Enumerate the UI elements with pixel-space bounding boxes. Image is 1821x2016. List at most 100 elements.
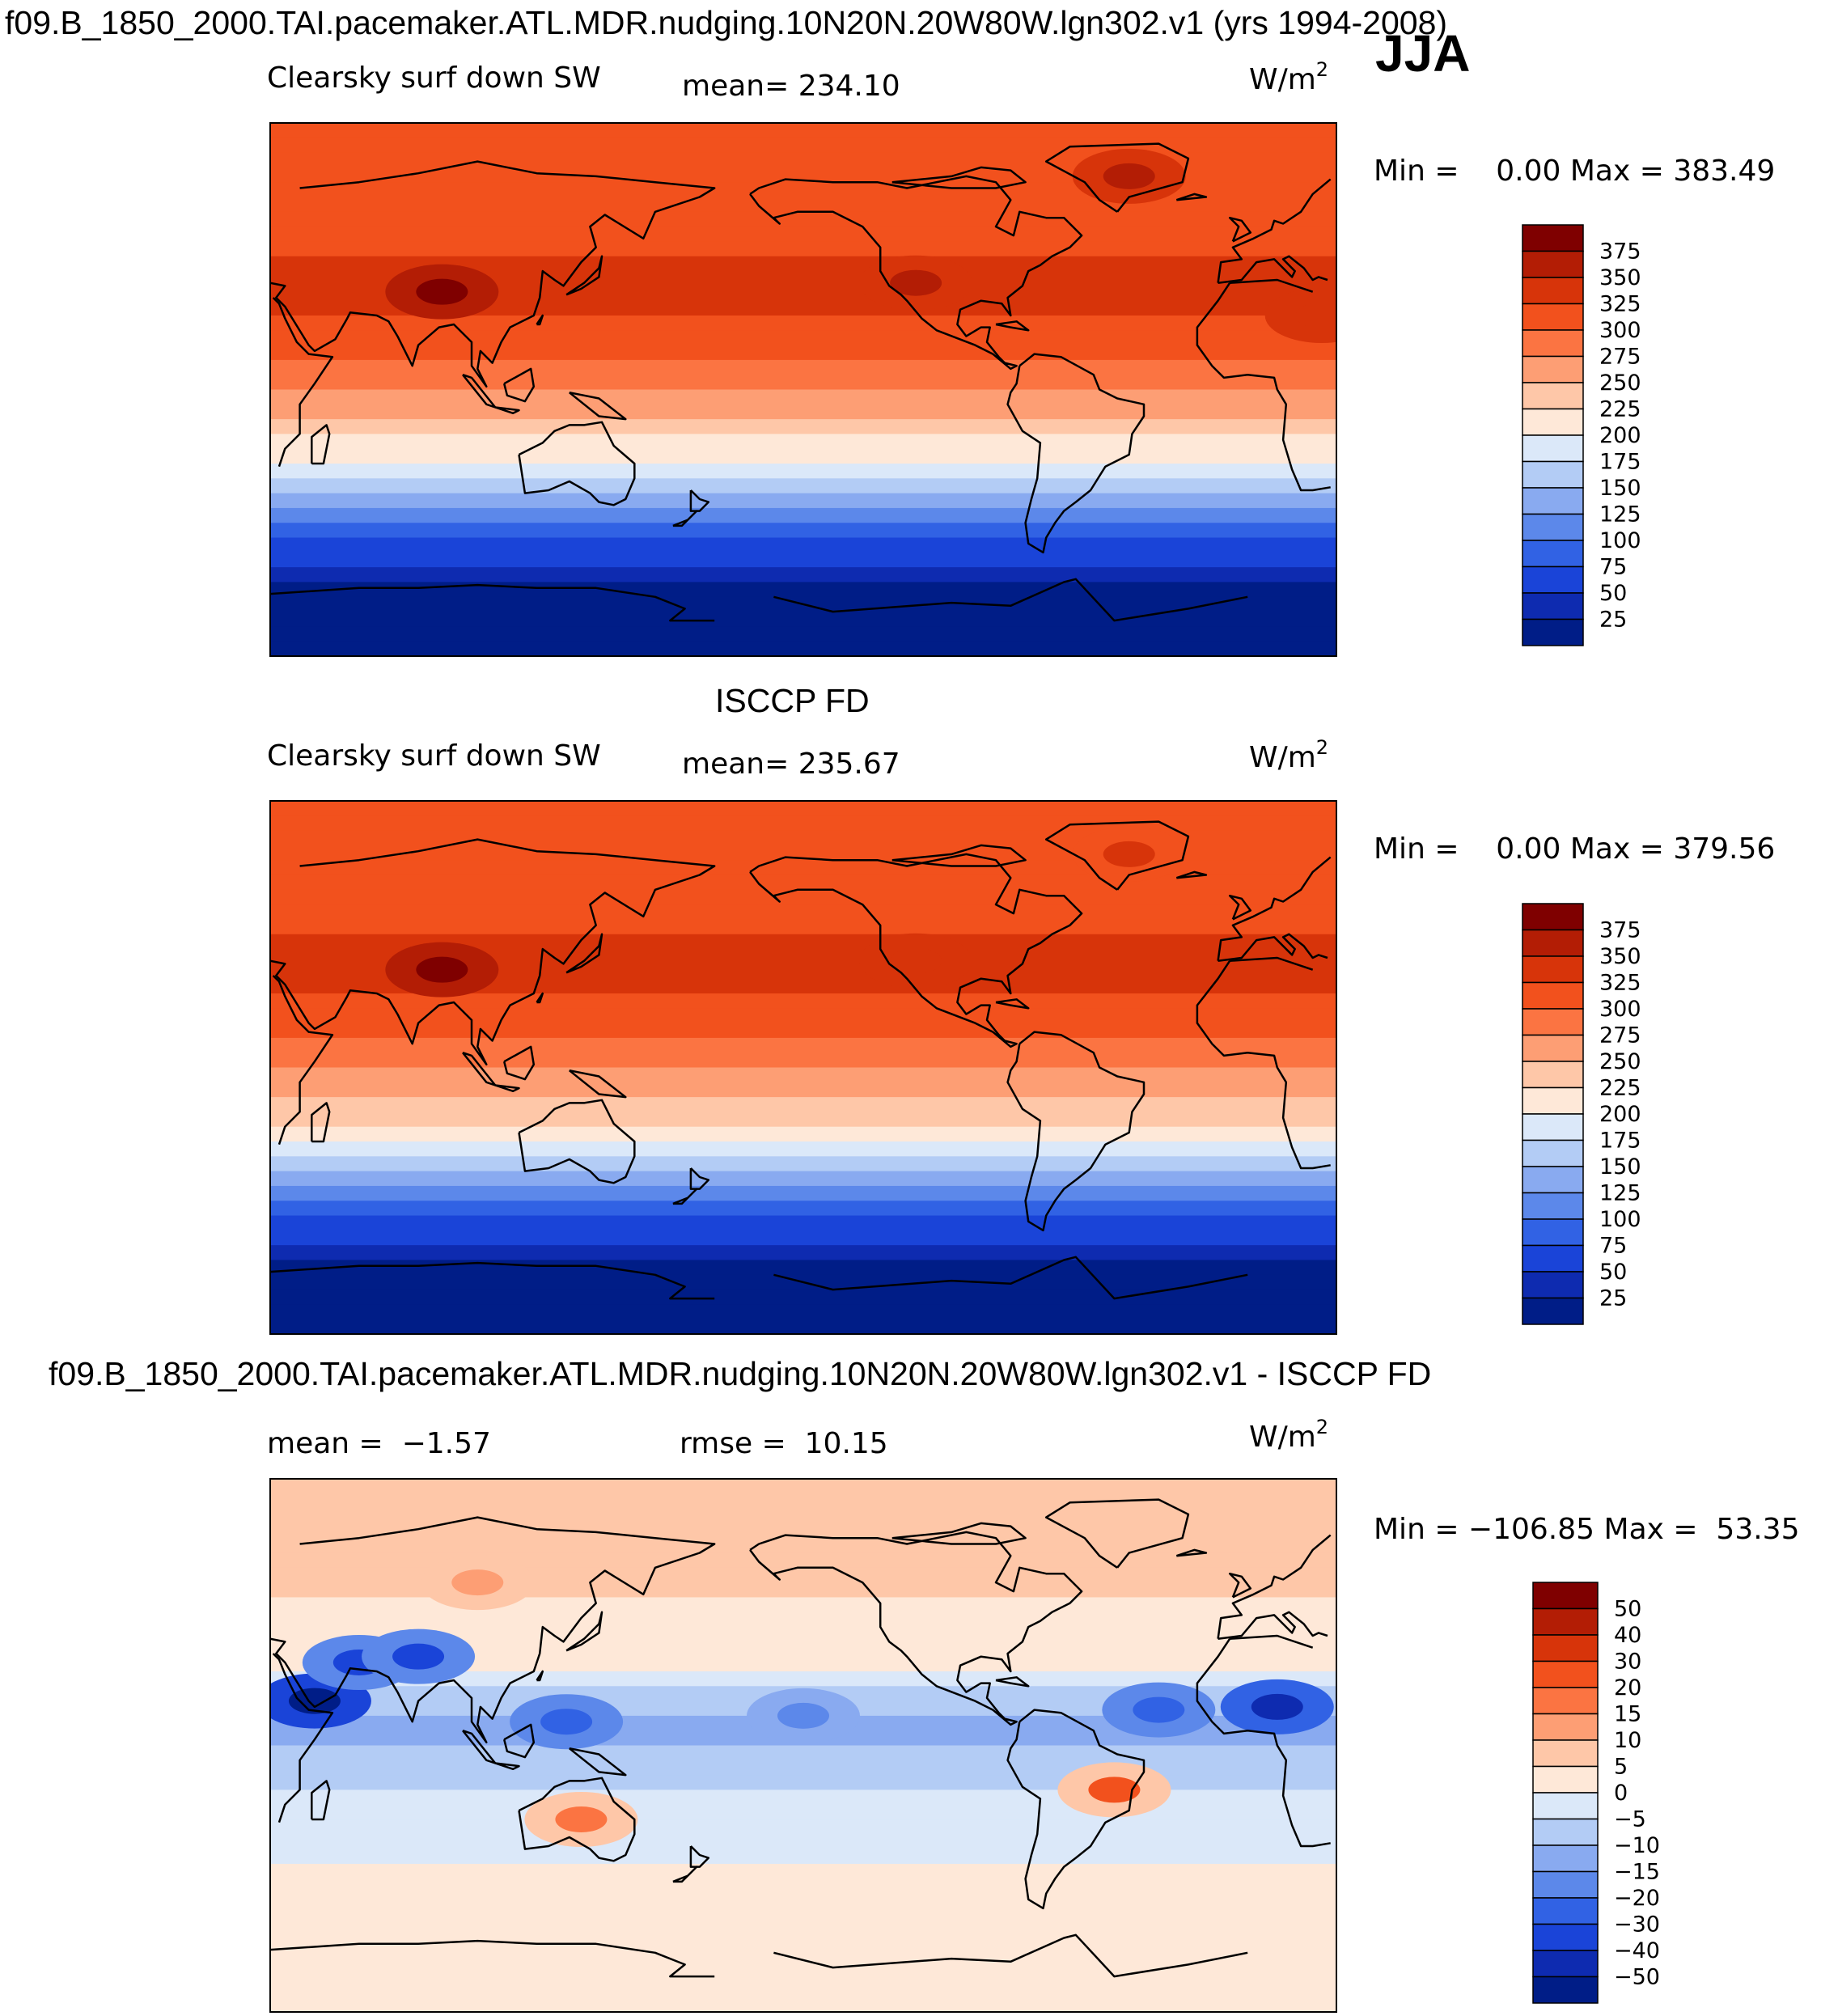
map-band: [270, 1938, 1336, 1954]
colorbar-tick-label: 250: [1599, 371, 1641, 396]
map-band: [270, 1215, 1336, 1231]
panel-diff-minmax: Min = −106.85 Max = 53.35: [1374, 1513, 1799, 1546]
colorbar-box: [1522, 487, 1584, 515]
colorbar-box: [1532, 1687, 1599, 1715]
colorbar-box: [1522, 903, 1584, 931]
coastline: [270, 838, 1332, 1066]
map-anomaly-core: [416, 956, 468, 983]
map-band: [270, 1245, 1336, 1261]
map-band: [270, 359, 1336, 375]
colorbar-tick-label: 125: [1599, 1181, 1641, 1206]
colorbar-tick-label: 300: [1599, 318, 1641, 343]
map-band: [270, 1789, 1336, 1806]
map-anomaly-core: [777, 1702, 829, 1729]
map-band: [270, 1230, 1336, 1246]
panel-model-colorbar: 3753503253002752502252001751501251007550…: [1522, 224, 1641, 646]
map-band: [270, 1260, 1336, 1276]
colorbar-box: [1522, 1008, 1584, 1036]
colorbar-box: [1522, 540, 1584, 568]
map-band: [270, 934, 1336, 950]
colorbar-box: [1522, 1086, 1584, 1115]
colorbar-box: [1532, 1976, 1599, 2004]
map-band: [270, 1671, 1336, 1687]
colorbar-box: [1522, 1166, 1584, 1194]
colorbar-box: [1522, 434, 1584, 463]
map-band: [270, 1982, 1336, 1998]
map-band: [270, 478, 1336, 494]
colorbar-box: [1522, 1218, 1584, 1247]
season-label: JJA: [1375, 24, 1470, 83]
map-band: [270, 1479, 1336, 1494]
map-band: [270, 815, 1336, 832]
colorbar-tick-label: 75: [1599, 555, 1627, 580]
colorbar-box: [1522, 224, 1584, 252]
colorbar-box: [1532, 1897, 1599, 1925]
coastline: [494, 1084, 520, 1093]
map-band: [270, 1908, 1336, 1924]
map-band: [270, 1849, 1336, 1865]
coastline: [891, 166, 1027, 189]
map-band: [270, 1834, 1336, 1850]
colorbar-tick-label: 300: [1599, 997, 1641, 1022]
colorbar-box: [1532, 1739, 1599, 1768]
colorbar-tick-label: −20: [1614, 1886, 1660, 1911]
coastline: [502, 367, 536, 403]
map-band: [270, 612, 1336, 627]
map-band: [270, 1493, 1336, 1510]
colorbar-box: [1522, 981, 1584, 1010]
map-band: [270, 1923, 1336, 1939]
panel-diff-rmse: rmse = 10.15: [680, 1427, 888, 1460]
colorbar-tick-label: 40: [1614, 1623, 1641, 1648]
colorbar-tick-label: 100: [1599, 1207, 1641, 1232]
map-band: [270, 167, 1336, 183]
panel-difference: mean = −1.57 rmse = 10.15 W/m2 Min = −10…: [267, 1416, 1799, 2013]
map-band: [270, 211, 1336, 227]
map-anomaly-core: [1088, 1777, 1141, 1803]
panel-diff-subtitle: f09.B_1850_2000.TAI.pacemaker.ATL.MDR.nu…: [49, 1355, 1431, 1392]
colorbar-box: [1532, 1818, 1599, 1846]
map-band: [270, 904, 1336, 921]
colorbar-tick-label: 375: [1599, 239, 1641, 265]
map-band: [270, 419, 1336, 435]
map-field: [270, 801, 1336, 1334]
map-band: [270, 197, 1336, 213]
coastline: [311, 424, 331, 465]
colorbar-tick-label: 175: [1599, 450, 1641, 475]
colorbar-tick-label: 375: [1599, 918, 1641, 943]
map-band: [270, 1775, 1336, 1791]
colorbar-tick-label: 150: [1599, 1154, 1641, 1180]
panel-obs-variable: Clearsky surf down SW: [267, 739, 601, 773]
colorbar-box: [1522, 1061, 1584, 1089]
coastline: [494, 406, 520, 415]
colorbar-box: [1532, 1634, 1599, 1662]
colorbar-tick-label: 50: [1599, 1260, 1627, 1285]
panel-diff-units: W/m2: [1249, 1416, 1328, 1454]
map-band: [270, 404, 1336, 420]
coastline: [749, 853, 1083, 1048]
coastline: [1044, 142, 1190, 213]
colorbar-box: [1522, 1139, 1584, 1167]
map-band: [270, 138, 1336, 154]
coastline: [518, 1099, 636, 1184]
map-band: [270, 1760, 1336, 1776]
map-band: [270, 1067, 1336, 1083]
coastline: [272, 1634, 1331, 1848]
map-band: [270, 1597, 1336, 1613]
map-band: [270, 1627, 1336, 1642]
coastline: [995, 1676, 1030, 1688]
map-band: [270, 1082, 1336, 1098]
coastline: [311, 1780, 331, 1821]
colorbar-box: [1532, 1660, 1599, 1688]
colorbar-box: [1522, 250, 1584, 278]
coastline: [536, 1670, 544, 1682]
colorbar-tick-label: 75: [1599, 1234, 1627, 1259]
map-band: [270, 919, 1336, 935]
coastline: [995, 320, 1030, 332]
colorbar-box: [1532, 1950, 1599, 1978]
coastline: [749, 1531, 1083, 1726]
colorbar-box: [1522, 618, 1584, 646]
colorbar-tick-label: 30: [1614, 1650, 1641, 1675]
map-band: [270, 1008, 1336, 1024]
colorbar-tick-label: 25: [1599, 1286, 1627, 1311]
